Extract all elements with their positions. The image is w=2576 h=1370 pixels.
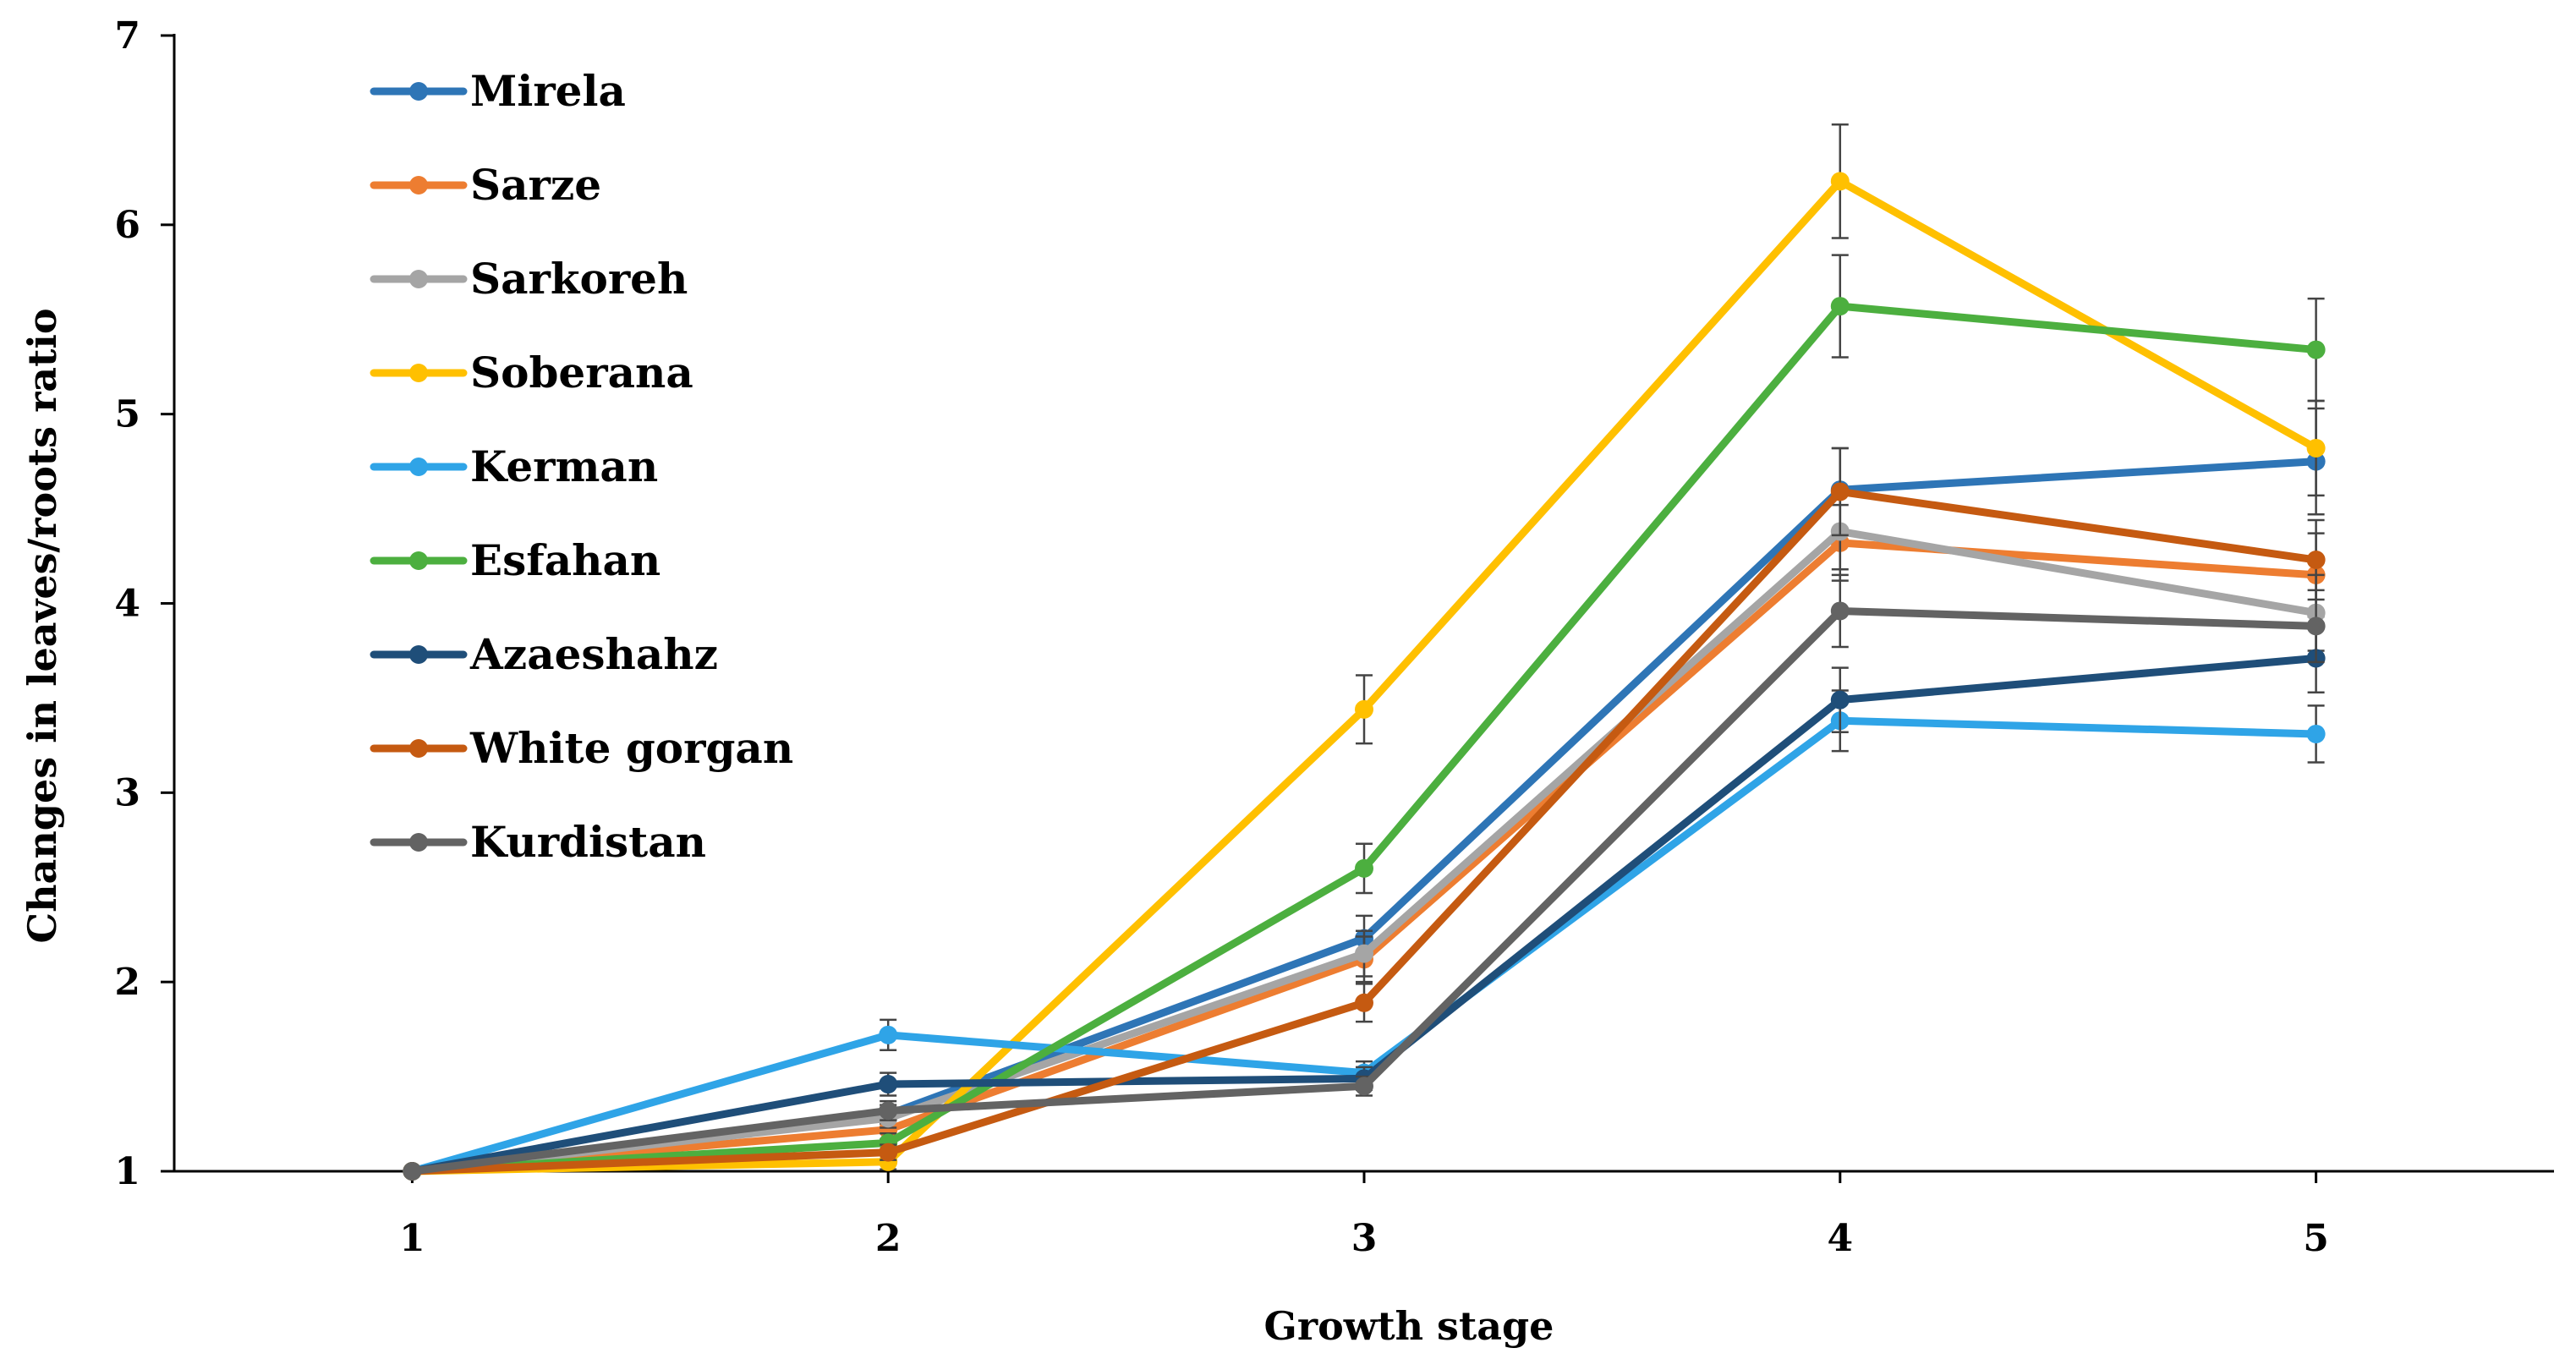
x-axis-title: Growth stage: [1264, 1303, 1554, 1349]
data-point: [1355, 858, 1373, 878]
series-lines: [403, 123, 2326, 1181]
series-kurdistan: [403, 573, 2326, 1181]
data-point: [2306, 438, 2326, 458]
legend-label: White gorgan: [469, 723, 793, 773]
data-point: [1830, 172, 1850, 191]
data-point: [1830, 690, 1850, 710]
x-tick-label: 3: [1351, 1217, 1378, 1260]
legend-swatch-marker: [409, 364, 428, 382]
legend-swatch-marker: [409, 176, 428, 195]
y-tick-label: 5: [114, 393, 140, 436]
legend-item-kerman: Kerman: [370, 441, 658, 491]
legend-item-white-gorgan: White gorgan: [370, 723, 793, 773]
legend-label: Mirela: [470, 66, 626, 116]
legend-label: Kurdistan: [470, 817, 706, 867]
x-tick-label: 2: [875, 1217, 902, 1260]
legend-label: Esfahan: [470, 535, 660, 585]
legend-item-esfahan: Esfahan: [370, 535, 660, 585]
legend-item-sarze: Sarze: [370, 160, 601, 210]
data-point: [2306, 551, 2326, 570]
legend-label: Soberana: [470, 348, 693, 397]
data-point: [1355, 1077, 1373, 1096]
legend-item-sarkoreh: Sarkoreh: [370, 254, 688, 304]
y-tick-label: 3: [114, 771, 140, 814]
legend-label: Kerman: [470, 441, 658, 491]
data-point: [1830, 482, 1850, 501]
y-tick-label: 1: [114, 1150, 140, 1193]
data-point: [1355, 944, 1373, 963]
data-point: [2306, 616, 2326, 636]
data-point: [879, 1025, 898, 1044]
data-point: [2306, 724, 2326, 743]
legend-swatch-marker: [409, 645, 428, 664]
legend-item-azaeshahz: Azaeshahz: [370, 629, 718, 679]
legend-swatch-marker: [409, 458, 428, 476]
data-point: [1830, 601, 1850, 621]
data-point: [403, 1162, 422, 1181]
legend-swatch-marker: [409, 270, 428, 288]
y-tick-label: 2: [114, 961, 140, 1004]
legend-swatch-marker: [409, 739, 428, 758]
legend-item-soberana: Soberana: [370, 348, 693, 397]
x-tick-label: 1: [399, 1217, 425, 1260]
data-point: [1355, 993, 1373, 1012]
legend-swatch-marker: [409, 833, 428, 852]
y-axis-title: Changes in leaves/roots ratio: [19, 308, 65, 943]
y-tick-label: 6: [114, 204, 140, 247]
y-tick-label: 7: [114, 14, 140, 58]
data-point: [2306, 340, 2326, 359]
legend-swatch-marker: [409, 82, 428, 101]
legend-label: Azaeshahz: [469, 629, 718, 679]
data-point: [1830, 297, 1850, 316]
legend-item-mirela: Mirela: [370, 66, 626, 116]
x-tick-label: 4: [1827, 1217, 1853, 1260]
data-point: [879, 1075, 898, 1094]
legend-swatch-marker: [409, 551, 428, 570]
data-point: [879, 1101, 898, 1121]
legend-item-kurdistan: Kurdistan: [370, 817, 706, 867]
data-point: [1355, 699, 1373, 719]
x-tick-label: 5: [2303, 1217, 2329, 1260]
tick-labels: 1 2 3 4 5 6 7 1 2 3 4 5: [114, 14, 2329, 1260]
legend: Mirela Sarze Sarkoreh Soberana Kerman Esfahan…: [370, 66, 793, 867]
data-point: [879, 1143, 898, 1162]
legend-label: Sarze: [470, 160, 601, 210]
y-tick-label: 4: [114, 583, 140, 626]
legend-label: Sarkoreh: [470, 254, 688, 304]
